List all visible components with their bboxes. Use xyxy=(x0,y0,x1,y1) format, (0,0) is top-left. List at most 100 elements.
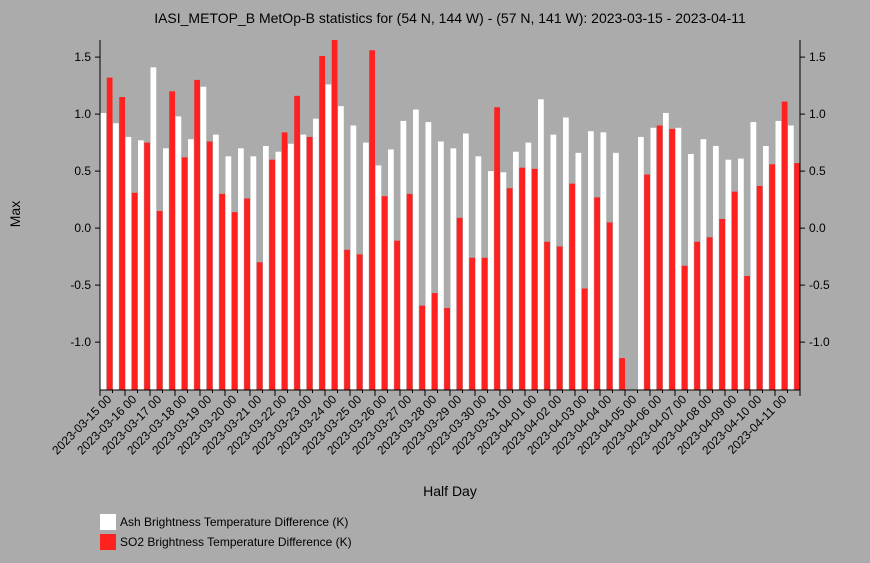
ash-bar xyxy=(525,142,532,390)
so2-bar xyxy=(306,136,313,390)
legend-label-ash: Ash Brightness Temperature Difference (K… xyxy=(120,515,349,529)
so2-bar xyxy=(656,125,663,390)
so2-bar xyxy=(706,237,713,390)
so2-bar xyxy=(219,193,225,390)
so2-bar xyxy=(469,257,475,390)
ash-bar xyxy=(538,99,544,390)
ash-bar xyxy=(775,120,782,390)
ash-bar xyxy=(563,117,569,391)
so2-bar xyxy=(556,246,563,390)
so2-bar xyxy=(156,211,163,390)
legend-swatch-ash xyxy=(100,514,116,530)
ash-bar xyxy=(225,156,232,390)
so2-bar xyxy=(744,275,750,390)
legend-swatch-so2 xyxy=(100,534,116,550)
so2-bar xyxy=(119,97,125,390)
so2-bar xyxy=(719,218,725,390)
y-tick-label-right: -0.5 xyxy=(809,278,830,292)
ash-bar xyxy=(663,112,669,391)
ash-bar xyxy=(650,127,657,390)
ash-bar xyxy=(738,158,744,390)
so2-bar xyxy=(131,192,138,390)
so2-bar xyxy=(731,191,738,390)
so2-bar xyxy=(206,141,213,390)
so2-bar xyxy=(244,198,250,390)
ash-bar xyxy=(475,156,482,390)
ash-bar xyxy=(125,136,132,390)
ash-bar xyxy=(425,122,432,390)
so2-bar xyxy=(681,265,688,390)
legend-item-ash: Ash Brightness Temperature Difference (K… xyxy=(100,512,352,532)
ash-bar xyxy=(188,139,194,390)
y-tick-label-right: -1.0 xyxy=(809,335,830,349)
so2-bar xyxy=(169,91,175,391)
so2-bar xyxy=(106,77,113,391)
ash-bar xyxy=(588,131,594,390)
ash-bar xyxy=(150,67,157,391)
ash-bar xyxy=(200,86,207,391)
y-tick-label-left: -0.5 xyxy=(70,278,91,292)
so2-bar xyxy=(619,358,625,390)
ash-bar xyxy=(113,123,119,390)
so2-bar xyxy=(544,241,550,390)
legend: Ash Brightness Temperature Difference (K… xyxy=(100,512,352,552)
so2-bar xyxy=(794,163,800,390)
so2-bar xyxy=(531,168,538,390)
ash-bar xyxy=(100,112,107,391)
ash-bar xyxy=(300,134,307,390)
ash-bar xyxy=(138,140,144,390)
ash-bar xyxy=(638,136,644,390)
ash-bar xyxy=(450,148,457,390)
ash-bar xyxy=(213,134,219,390)
ash-bar xyxy=(788,125,794,390)
so2-bar xyxy=(269,159,275,390)
so2-bar xyxy=(594,197,600,390)
ash-bar xyxy=(613,152,619,390)
ash-bar xyxy=(288,143,294,390)
so2-bar xyxy=(419,305,425,390)
so2-bar xyxy=(331,40,338,390)
so2-bar xyxy=(394,240,400,390)
so2-bar xyxy=(506,188,513,390)
y-tick-label-right: 1.0 xyxy=(809,107,826,121)
so2-bar xyxy=(519,167,525,390)
ash-bar xyxy=(250,156,257,390)
chart-title: IASI_METOP_B MetOp-B statistics for (54 … xyxy=(154,10,746,26)
y-tick-label-right: 0.5 xyxy=(809,164,826,178)
ash-bar xyxy=(550,134,557,390)
so2-bar xyxy=(181,157,188,390)
ash-bar xyxy=(500,172,507,390)
so2-bar xyxy=(669,128,675,390)
ash-bar xyxy=(513,151,519,390)
so2-bar xyxy=(694,241,700,390)
so2-bar xyxy=(456,217,463,390)
ash-bar xyxy=(313,118,319,390)
ash-bar xyxy=(350,125,357,390)
ash-bar xyxy=(463,133,469,391)
ash-bar xyxy=(675,127,682,390)
ash-bar xyxy=(175,116,182,390)
ash-bar xyxy=(375,165,382,390)
ash-bar xyxy=(163,148,169,390)
ash-bar xyxy=(263,146,269,390)
so2-bar xyxy=(231,212,238,390)
so2-bar xyxy=(769,164,775,390)
so2-bar xyxy=(369,50,375,390)
so2-bar xyxy=(756,185,763,390)
y-tick-label-right: 0.0 xyxy=(809,221,826,235)
so2-bar xyxy=(481,257,488,390)
y-axis-label: Max xyxy=(7,201,23,227)
ash-bar xyxy=(325,84,332,391)
legend-item-so2: SO2 Brightness Temperature Difference (K… xyxy=(100,532,352,552)
x-axis-label: Half Day xyxy=(423,483,477,499)
ash-bar xyxy=(713,146,719,390)
y-tick-label-left: -1.0 xyxy=(70,335,91,349)
so2-bar xyxy=(319,55,325,391)
so2-bar xyxy=(356,254,363,390)
y-tick-label-left: 0.5 xyxy=(74,164,91,178)
ash-bar xyxy=(388,149,394,390)
so2-bar xyxy=(569,183,575,390)
ash-bar xyxy=(700,139,707,390)
ash-bar xyxy=(725,159,732,390)
